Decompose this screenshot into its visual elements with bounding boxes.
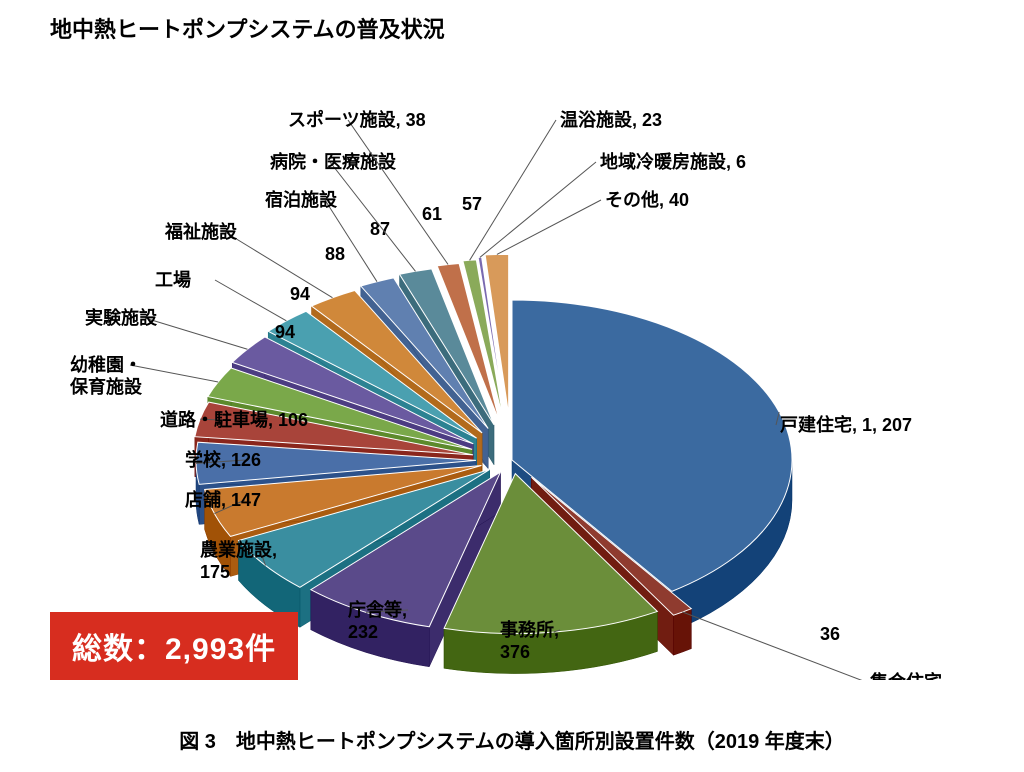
slice-label: スポーツ施設, 38 <box>288 109 426 130</box>
slice-label: 376 <box>500 642 530 662</box>
slice-label: 集合住宅 <box>869 671 942 680</box>
slice-label: 学校, 126 <box>185 449 261 470</box>
slice-label: 工場 <box>155 270 191 290</box>
slice-label: 幼稚園・ <box>70 354 142 375</box>
slice-value: 36 <box>820 624 840 644</box>
slice-label: 福祉施設 <box>164 221 238 242</box>
slice-label: 175 <box>200 562 230 582</box>
slice-label: 戸建住宅, 1, 207 <box>780 414 912 435</box>
slice-label: 232 <box>348 622 378 642</box>
slice-label: 農業施設, <box>200 539 277 560</box>
slice-value: 94 <box>275 322 295 342</box>
total-count-box: 総数：2,993件 <box>50 612 298 680</box>
slice-label: 温浴施設, 23 <box>560 109 662 130</box>
page-title: 地中熱ヒートポンプシステムの普及状況 <box>50 12 445 44</box>
slice-value: 61 <box>422 204 442 224</box>
slice-value: 87 <box>370 219 390 239</box>
slice-label: 庁舎等, <box>348 599 407 620</box>
slice-label: 店舗, 147 <box>185 489 261 510</box>
slice-label: 病院・医療施設 <box>270 151 397 172</box>
slice-label: 地域冷暖房施設, 6 <box>600 151 746 172</box>
slice-label: 道路・駐車場, 106 <box>160 409 308 430</box>
slice-label: 保育施設 <box>69 376 143 397</box>
pie-svg: 戸建住宅, 1, 207 集合住宅 36 事務所,376 庁舎等,232 農業施設,175… <box>0 60 1024 680</box>
slice-label: その他, 40 <box>605 189 689 210</box>
slice-label: 事務所, <box>500 619 559 640</box>
pie-chart: 戸建住宅, 1, 207 集合住宅 36 事務所,376 庁舎等,232 農業施設,175… <box>0 60 1024 680</box>
slice-label: 実験施設 <box>85 307 158 328</box>
figure-caption: 図 3 地中熱ヒートポンプシステムの導入箇所別設置件数（2019 年度末） <box>0 725 1024 754</box>
slice-value: 94 <box>290 284 310 304</box>
slice-label: 宿泊施設 <box>265 189 338 210</box>
slice-value: 57 <box>462 194 482 214</box>
slice-value: 88 <box>325 244 345 264</box>
